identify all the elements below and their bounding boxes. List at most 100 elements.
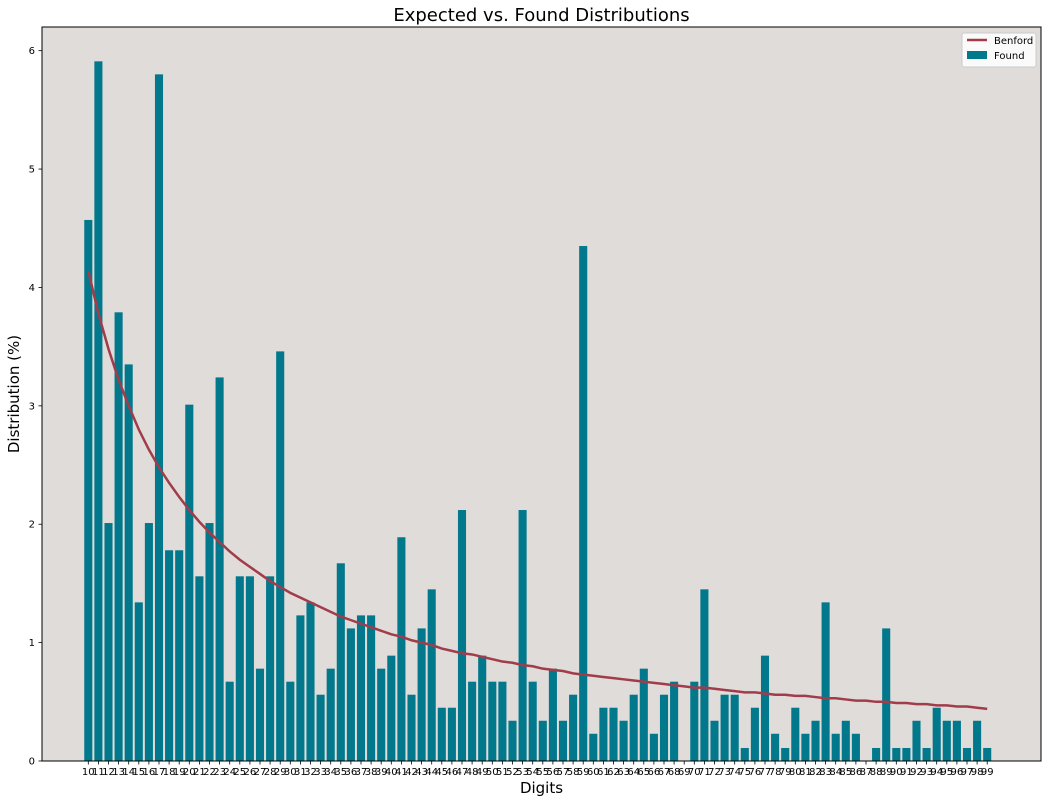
bar-found-51 <box>498 681 507 761</box>
bar-found-20 <box>185 404 194 761</box>
legend-found-swatch <box>967 51 987 59</box>
bar-found-10 <box>84 219 93 762</box>
bar-found-92 <box>912 720 921 761</box>
x-tick-label-11: 11 <box>92 767 105 778</box>
x-tick-label-14: 14 <box>122 767 135 778</box>
x-tick-label-18: 18 <box>163 767 176 778</box>
bar-found-77 <box>760 655 770 761</box>
bar-found-39 <box>377 668 386 761</box>
bar-found-23 <box>215 377 224 761</box>
x-tick-label-72: 72 <box>708 767 721 778</box>
x-tick-label-62: 62 <box>607 767 620 778</box>
x-tick-label-84: 84 <box>829 767 842 778</box>
x-tick-label-50: 50 <box>486 767 499 778</box>
x-tick-label-55: 55 <box>536 767 549 778</box>
bar-found-33 <box>316 694 325 761</box>
x-tick-label-34: 34 <box>324 767 337 778</box>
bar-found-35 <box>336 563 345 761</box>
bar-found-66 <box>649 733 658 761</box>
x-tick-label-82: 82 <box>809 767 822 778</box>
x-tick-label-35: 35 <box>334 767 347 778</box>
bar-found-98 <box>973 720 982 761</box>
bar-found-24 <box>225 681 234 761</box>
bar-found-55 <box>538 720 547 761</box>
x-tick-label-40: 40 <box>385 767 398 778</box>
y-tick-label-3: 3 <box>29 401 35 412</box>
bar-found-70 <box>690 681 699 761</box>
bar-found-14 <box>124 364 133 761</box>
bar-found-79 <box>781 747 790 761</box>
x-tick-label-90: 90 <box>890 767 903 778</box>
bar-found-40 <box>387 655 396 761</box>
bar-found-59 <box>579 246 588 761</box>
bar-found-88 <box>872 747 881 761</box>
plot-frame <box>41 26 1042 762</box>
x-tick-label-66: 66 <box>648 767 661 778</box>
x-tick-label-80: 80 <box>789 767 802 778</box>
x-tick-label-36: 36 <box>345 767 358 778</box>
bar-found-19 <box>175 550 184 761</box>
x-tick-label-31: 31 <box>294 767 307 778</box>
bar-found-25 <box>235 576 244 761</box>
bar-found-26 <box>245 576 254 761</box>
x-tick-label-52: 52 <box>506 767 519 778</box>
x-tick-label-83: 83 <box>819 767 832 778</box>
x-tick-label-89: 89 <box>880 767 893 778</box>
x-tick-label-93: 93 <box>920 767 933 778</box>
bar-found-52 <box>508 720 517 761</box>
x-tick-label-20: 20 <box>183 767 196 778</box>
x-tick-label-12: 12 <box>102 767 115 778</box>
bar-found-84 <box>831 733 840 761</box>
bar-found-13 <box>114 312 123 761</box>
x-tick-label-39: 39 <box>375 767 388 778</box>
bar-found-63 <box>619 720 628 761</box>
bar-found-11 <box>94 61 103 761</box>
bar-found-85 <box>841 720 850 761</box>
bar-found-50 <box>488 681 497 761</box>
y-tick-label-5: 5 <box>29 165 35 176</box>
x-tick-label-60: 60 <box>587 767 600 778</box>
legend: Benford Found <box>961 32 1037 68</box>
x-tick-label-44: 44 <box>425 767 438 778</box>
bar-found-31 <box>296 615 305 761</box>
bar-found-37 <box>356 615 366 761</box>
bar-found-91 <box>902 747 911 761</box>
x-tick-label-94: 94 <box>930 767 943 778</box>
bar-found-83 <box>821 602 830 761</box>
x-tick-label-78: 78 <box>769 767 782 778</box>
x-tick-label-75: 75 <box>738 767 751 778</box>
bar-found-94 <box>932 707 941 761</box>
x-tick-label-25: 25 <box>233 767 246 778</box>
bar-found-48 <box>468 681 477 761</box>
x-tick-label-57: 57 <box>557 767 570 778</box>
bar-found-32 <box>306 602 315 761</box>
x-tick-label-29: 29 <box>274 767 287 778</box>
y-tick-label-4: 4 <box>29 283 35 294</box>
bar-found-60 <box>589 733 598 761</box>
x-tick-label-77: 77 <box>759 767 772 778</box>
bar-found-42 <box>407 694 416 761</box>
bar-found-18 <box>165 550 174 761</box>
bar-found-47 <box>457 510 467 761</box>
bar-found-43 <box>417 628 426 761</box>
bar-found-74 <box>730 694 739 761</box>
bar-found-81 <box>801 733 810 761</box>
x-tick-label-16: 16 <box>143 767 156 778</box>
bar-found-67 <box>659 694 669 761</box>
x-tick-label-87: 87 <box>860 767 873 778</box>
x-tick-label-61: 61 <box>597 767 610 778</box>
x-tick-label-27: 27 <box>254 767 267 778</box>
x-tick-label-96: 96 <box>951 767 964 778</box>
y-tick-label-6: 6 <box>29 46 35 57</box>
x-tick-label-17: 17 <box>153 767 166 778</box>
x-tick-label-63: 63 <box>617 767 630 778</box>
bar-found-58 <box>569 694 578 761</box>
legend-benford-label: Benford <box>994 36 1033 47</box>
x-tick-label-65: 65 <box>637 767 650 778</box>
x-tick-label-69: 69 <box>678 767 691 778</box>
bar-found-99 <box>983 747 992 761</box>
x-tick-label-68: 68 <box>668 767 681 778</box>
x-tick-label-47: 47 <box>456 767 469 778</box>
bar-found-73 <box>720 694 729 761</box>
x-tick-label-38: 38 <box>365 767 378 778</box>
